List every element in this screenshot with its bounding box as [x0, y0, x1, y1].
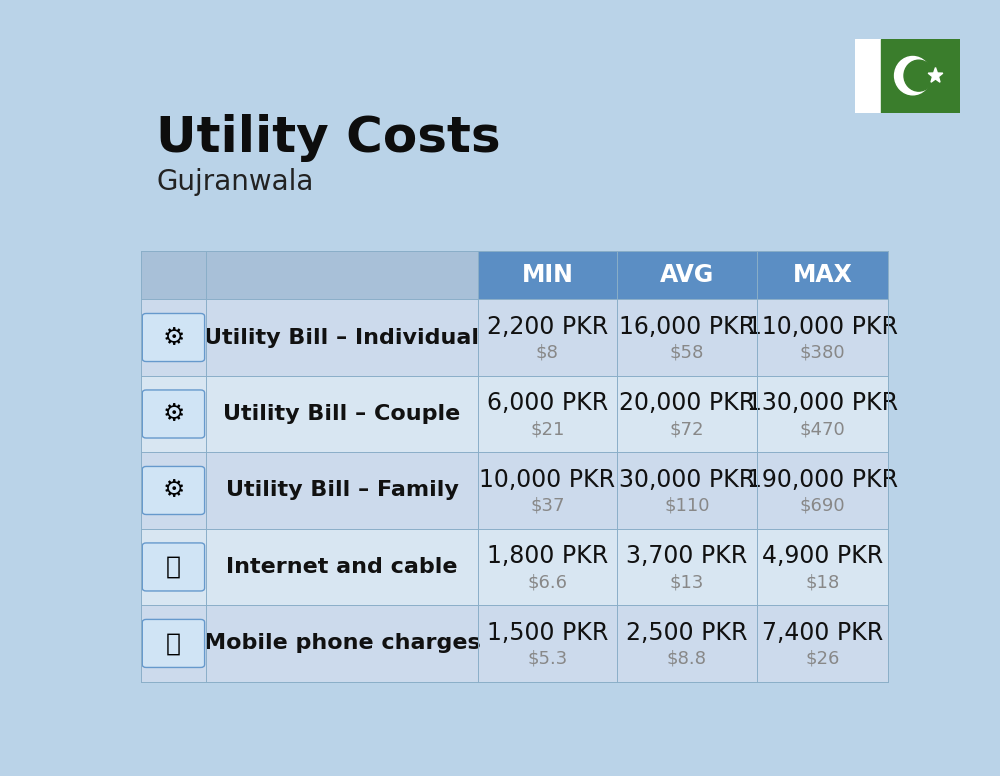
FancyBboxPatch shape [617, 528, 757, 605]
Circle shape [895, 57, 931, 95]
FancyBboxPatch shape [478, 300, 617, 376]
Polygon shape [928, 68, 943, 82]
Text: $26: $26 [805, 650, 840, 667]
Text: $690: $690 [800, 497, 845, 514]
Text: $72: $72 [670, 421, 704, 438]
FancyBboxPatch shape [142, 390, 205, 438]
Text: Utility Bill – Individual: Utility Bill – Individual [205, 327, 480, 348]
FancyBboxPatch shape [617, 605, 757, 681]
FancyBboxPatch shape [757, 605, 888, 681]
Text: ⚙: ⚙ [162, 402, 185, 426]
Text: AVG: AVG [660, 263, 714, 287]
Text: 3,700 PKR: 3,700 PKR [626, 544, 748, 568]
Text: 130,000 PKR: 130,000 PKR [747, 391, 898, 415]
Text: 📱: 📱 [166, 632, 181, 656]
FancyBboxPatch shape [757, 251, 888, 300]
FancyBboxPatch shape [140, 452, 206, 528]
Text: Internet and cable: Internet and cable [226, 557, 458, 577]
FancyBboxPatch shape [140, 300, 206, 376]
FancyBboxPatch shape [206, 251, 478, 300]
FancyBboxPatch shape [140, 376, 206, 452]
Text: 1,500 PKR: 1,500 PKR [487, 621, 608, 645]
Text: $37: $37 [530, 497, 565, 514]
FancyBboxPatch shape [140, 528, 206, 605]
FancyBboxPatch shape [142, 314, 205, 362]
Text: Utility Costs: Utility Costs [156, 114, 501, 162]
FancyBboxPatch shape [142, 466, 205, 514]
Text: 190,000 PKR: 190,000 PKR [747, 468, 898, 492]
Text: 2,500 PKR: 2,500 PKR [626, 621, 748, 645]
FancyBboxPatch shape [617, 376, 757, 452]
FancyBboxPatch shape [478, 605, 617, 681]
FancyBboxPatch shape [757, 452, 888, 528]
Text: $8.8: $8.8 [667, 650, 707, 667]
Text: 30,000 PKR: 30,000 PKR [619, 468, 755, 492]
Text: $8: $8 [536, 344, 559, 362]
Text: $21: $21 [530, 421, 565, 438]
Text: 📶: 📶 [166, 555, 181, 579]
FancyBboxPatch shape [140, 251, 206, 300]
Text: 16,000 PKR: 16,000 PKR [619, 315, 755, 339]
Text: Utility Bill – Family: Utility Bill – Family [226, 480, 458, 501]
FancyBboxPatch shape [206, 376, 478, 452]
FancyBboxPatch shape [142, 619, 205, 667]
Text: Gujranwala: Gujranwala [156, 168, 313, 196]
Circle shape [904, 61, 933, 91]
Text: $13: $13 [670, 573, 704, 591]
Text: 6,000 PKR: 6,000 PKR [487, 391, 608, 415]
Text: 4,900 PKR: 4,900 PKR [762, 544, 883, 568]
Text: $5.3: $5.3 [527, 650, 568, 667]
Bar [855, 39, 881, 113]
FancyBboxPatch shape [206, 528, 478, 605]
FancyBboxPatch shape [206, 452, 478, 528]
FancyBboxPatch shape [757, 300, 888, 376]
Text: ⚙: ⚙ [162, 325, 185, 349]
FancyBboxPatch shape [478, 452, 617, 528]
FancyBboxPatch shape [617, 251, 757, 300]
Text: 7,400 PKR: 7,400 PKR [762, 621, 883, 645]
FancyBboxPatch shape [757, 376, 888, 452]
Text: $18: $18 [805, 573, 840, 591]
Text: 1,800 PKR: 1,800 PKR [487, 544, 608, 568]
Text: Utility Bill – Couple: Utility Bill – Couple [223, 404, 461, 424]
FancyBboxPatch shape [478, 376, 617, 452]
Text: $110: $110 [664, 497, 710, 514]
Text: MIN: MIN [521, 263, 573, 287]
Text: 2,200 PKR: 2,200 PKR [487, 315, 608, 339]
Text: Mobile phone charges: Mobile phone charges [204, 633, 480, 653]
FancyBboxPatch shape [478, 251, 617, 300]
Bar [881, 39, 960, 113]
Text: ⚙: ⚙ [162, 479, 185, 503]
Text: $380: $380 [800, 344, 845, 362]
FancyBboxPatch shape [206, 605, 478, 681]
FancyBboxPatch shape [757, 528, 888, 605]
Text: 110,000 PKR: 110,000 PKR [747, 315, 898, 339]
FancyBboxPatch shape [617, 452, 757, 528]
Text: $6.6: $6.6 [527, 573, 567, 591]
Text: $58: $58 [670, 344, 704, 362]
FancyBboxPatch shape [142, 543, 205, 591]
Text: 20,000 PKR: 20,000 PKR [619, 391, 755, 415]
Text: 10,000 PKR: 10,000 PKR [479, 468, 615, 492]
FancyBboxPatch shape [478, 528, 617, 605]
FancyBboxPatch shape [206, 300, 478, 376]
FancyBboxPatch shape [617, 300, 757, 376]
Text: $470: $470 [800, 421, 845, 438]
Text: MAX: MAX [793, 263, 852, 287]
FancyBboxPatch shape [140, 605, 206, 681]
